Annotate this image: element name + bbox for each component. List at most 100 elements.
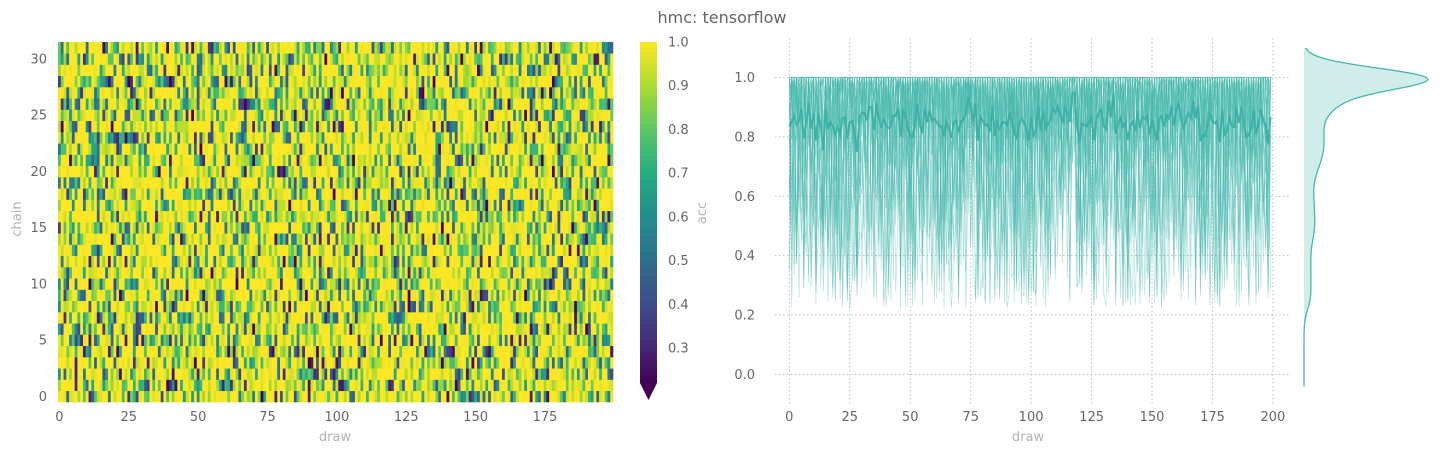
heatmap-cell: [363, 244, 367, 257]
heatmap-cell: [230, 222, 234, 234]
heatmap-cell: [415, 165, 420, 178]
heatmap-cell: [146, 143, 150, 155]
heatmap-cell: [449, 188, 453, 200]
heatmap-cell: [149, 210, 153, 223]
heatmap-cell: [551, 278, 556, 290]
heatmap-cell: [590, 345, 594, 358]
heatmap-cell: [477, 177, 481, 189]
heatmap-cell: [479, 267, 483, 279]
heatmap-cell: [379, 154, 383, 167]
heatmap-cell: [124, 210, 128, 223]
heatmap-cell: [349, 357, 353, 369]
heatmap-cell: [507, 210, 511, 223]
heatmap-cell: [546, 267, 550, 279]
heatmap-cell: [230, 267, 234, 279]
heatmap-cell: [549, 143, 553, 155]
heatmap-cell: [374, 244, 378, 257]
heatmap-cell: [329, 357, 334, 369]
heatmap-cell: [318, 199, 322, 212]
heatmap-cell: [124, 255, 128, 268]
heatmap-cell: [191, 300, 195, 313]
heatmap-cell: [535, 177, 539, 189]
heatmap-cell: [410, 312, 414, 324]
heatmap-cell: [196, 312, 200, 324]
heatmap-cell: [393, 255, 397, 268]
heatmap-cell: [549, 255, 553, 268]
heatmap-cell: [227, 289, 231, 302]
heatmap-cell: [235, 132, 239, 144]
heatmap-cell: [82, 177, 87, 189]
heatmap-cell: [349, 165, 353, 178]
heatmap-cell: [263, 289, 267, 302]
heatmap-cell: [554, 289, 558, 302]
heatmap-cell: [130, 188, 134, 200]
heatmap-cell: [588, 244, 592, 257]
heatmap-cell: [557, 244, 561, 257]
heatmap-cell: [593, 255, 597, 268]
heatmap-cell: [282, 300, 286, 313]
heatmap-cell: [343, 132, 347, 144]
heatmap-cell: [460, 379, 464, 392]
heatmap-cell: [582, 210, 586, 223]
heatmap-cell: [285, 357, 289, 369]
heatmap-cell: [69, 222, 73, 234]
heatmap-cell: [360, 132, 364, 144]
heatmap-cell: [282, 188, 286, 200]
heatmap-cell: [485, 165, 489, 178]
heatmap-cell: [205, 188, 209, 200]
heatmap-cell: [243, 165, 247, 178]
heatmap-cell: [235, 267, 239, 279]
heatmap-cell: [318, 222, 322, 234]
heatmap-cell: [604, 323, 608, 335]
heatmap-cell: [132, 244, 136, 257]
heatmap-cell: [180, 345, 184, 358]
heatmap-cell: [574, 244, 578, 257]
heatmap-cell: [610, 390, 614, 403]
heatmap-cell: [249, 345, 253, 358]
heatmap-cell: [321, 222, 325, 234]
heatmap-cell: [579, 255, 583, 268]
heatmap-cell: [604, 334, 608, 347]
heatmap-cell: [99, 390, 103, 403]
heatmap-cell: [155, 300, 159, 313]
heatmap-cell: [391, 289, 395, 302]
heatmap-cell: [88, 289, 92, 302]
heatmap-cell: [571, 357, 575, 369]
heatmap-cell: [502, 132, 506, 144]
heatmap-cell: [474, 323, 478, 335]
heatmap-cell: [274, 390, 278, 403]
heatmap-cell: [532, 210, 536, 223]
heatmap-cell: [324, 165, 328, 178]
heatmap-cell: [304, 233, 309, 245]
heatmap-cell: [368, 267, 372, 279]
heatmap-cell: [105, 244, 109, 257]
heatmap-cell: [91, 334, 95, 347]
heatmap-cell: [182, 255, 186, 268]
heatmap-cell: [307, 132, 311, 144]
heatmap-cell: [535, 278, 539, 290]
heatmap-cell: [130, 368, 134, 380]
heatmap-cell: [149, 120, 153, 133]
heatmap-cell: [546, 199, 550, 212]
heatmap-cell: [202, 222, 206, 234]
heatmap-cell: [338, 165, 342, 178]
heatmap-cell: [182, 120, 186, 133]
heatmap-cell: [230, 312, 234, 324]
heatmap-cell: [71, 323, 75, 335]
heatmap-cell: [174, 143, 178, 155]
heatmap-cell: [391, 345, 395, 358]
heatmap-cell: [207, 132, 211, 144]
heatmap-cell: [449, 379, 453, 392]
heatmap-cell: [382, 154, 386, 167]
heatmap-cell: [177, 390, 181, 403]
heatmap-cell: [438, 199, 442, 212]
heatmap-cell: [268, 143, 272, 155]
heatmap-cell: [60, 357, 64, 369]
heatmap-cell: [230, 132, 234, 144]
heatmap-cell: [132, 300, 136, 313]
heatmap-cell: [582, 233, 586, 245]
heatmap-cell: [63, 323, 67, 335]
heatmap-cell: [343, 210, 347, 223]
heatmap-cell: [429, 300, 433, 313]
heatmap-cell: [349, 120, 353, 133]
